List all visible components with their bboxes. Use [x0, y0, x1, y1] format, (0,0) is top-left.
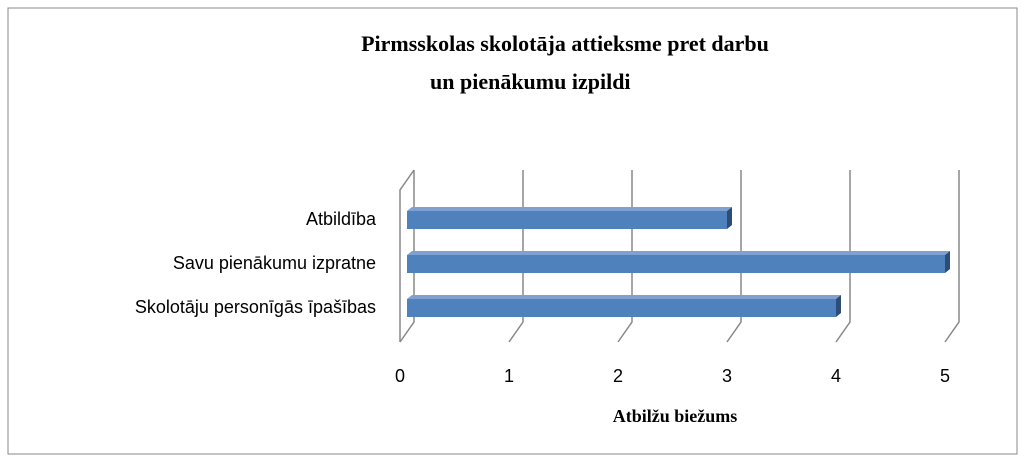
bar-face [836, 295, 841, 317]
chart-frame [7, 7, 1018, 455]
bar-face [407, 255, 945, 273]
bar-face [407, 207, 732, 211]
x-tick-label: 5 [940, 366, 950, 386]
bar [407, 251, 950, 273]
y-tick-label: Skolotāju personīgās īpašības [135, 297, 376, 317]
x-tick-label: 2 [613, 366, 623, 386]
bar [407, 207, 732, 229]
bar-face [727, 207, 732, 229]
bar-face [945, 251, 950, 273]
x-tick-label: 4 [831, 366, 841, 386]
bar-face [407, 251, 950, 255]
grid-line [726, 170, 742, 343]
bar [407, 295, 841, 317]
x-tick-label: 1 [504, 366, 514, 386]
chart-title: un pienākumu izpildi [430, 69, 631, 94]
chart-title: Pirmsskolas skolotāja attieksme pret dar… [361, 31, 769, 56]
bar-face [407, 295, 841, 299]
grid-line [944, 170, 960, 343]
y-tick-label: Savu pienākumu izpratne [173, 253, 376, 273]
grid-line [835, 170, 851, 343]
bar-face [407, 299, 836, 317]
wall-edge [399, 169, 415, 342]
x-tick-label: 0 [395, 366, 405, 386]
x-axis-label: Atbilžu biežums [613, 406, 738, 426]
x-tick-label: 3 [722, 366, 732, 386]
bar-face [407, 211, 727, 229]
y-tick-label: Atbildība [306, 209, 377, 229]
